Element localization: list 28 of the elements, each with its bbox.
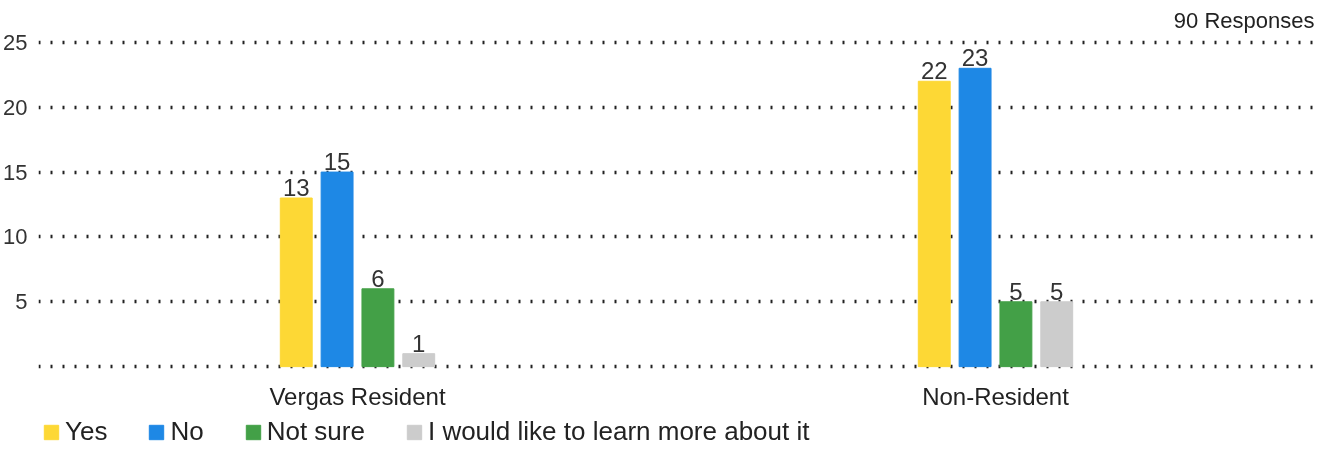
data-label: 22 [920, 57, 948, 85]
bar [320, 171, 354, 368]
bar [402, 353, 436, 368]
data-label: 5 [1009, 277, 1023, 305]
legend-label: Not sure [266, 416, 365, 447]
text: 90 Responses [1173, 7, 1315, 33]
legend-label: No [170, 416, 204, 447]
bar [999, 301, 1033, 368]
legend-label: Yes [65, 416, 108, 447]
bar [361, 288, 395, 368]
data-label: 1 [412, 329, 426, 357]
bar [279, 197, 313, 368]
data-label: 15 [323, 148, 351, 176]
y-tick-label: 25 [3, 29, 28, 55]
bar [958, 67, 992, 368]
data-label: 23 [961, 44, 989, 72]
y-tick-label: 5 [15, 289, 28, 315]
y-tick-label: 20 [3, 94, 28, 120]
legend-label: I would like to learn more about it [427, 416, 810, 447]
x-tick-label: Vergas Resident [269, 382, 446, 410]
x-tick-label: Non-Resident [922, 382, 1070, 410]
data-label: 5 [1050, 277, 1064, 305]
y-tick-label: 15 [3, 159, 28, 185]
data-label: 6 [371, 264, 385, 292]
data-label: 13 [282, 174, 310, 202]
bar [1040, 301, 1074, 368]
bar [917, 80, 951, 368]
y-tick-label: 10 [3, 224, 28, 250]
